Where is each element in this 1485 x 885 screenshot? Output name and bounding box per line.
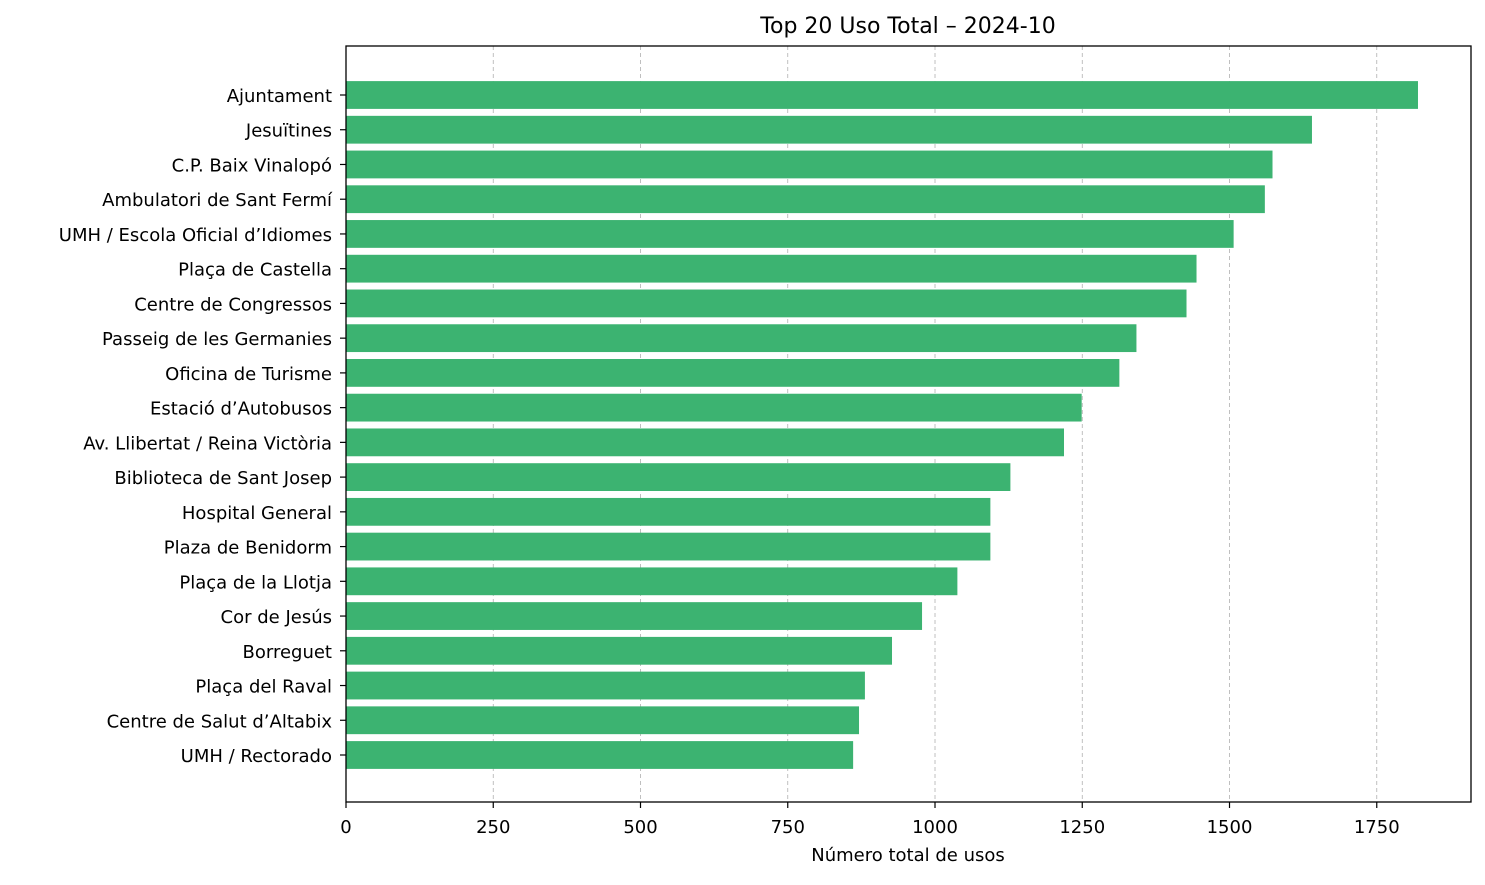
bar xyxy=(346,289,1187,318)
bar xyxy=(346,706,860,735)
bar xyxy=(346,741,854,769)
bar xyxy=(346,497,991,526)
bar xyxy=(346,324,1137,353)
y-tick-label: UMH / Rectorado xyxy=(181,746,332,767)
y-tick-label: Borreguet xyxy=(243,642,333,663)
bar xyxy=(346,428,1064,457)
x-tick-label: 750 xyxy=(771,817,805,838)
bar xyxy=(346,359,1120,387)
bar xyxy=(346,636,893,665)
bar xyxy=(346,602,923,630)
bar xyxy=(346,671,865,700)
y-tick-label: Ambulatori de Sant Fermí xyxy=(102,190,333,211)
x-tick-label: 1250 xyxy=(1059,817,1105,838)
y-tick-label: Ajuntament xyxy=(227,86,332,107)
x-axis-ticks: 0 250 500 750 1000 1250 1500 1750 xyxy=(340,802,1400,838)
x-tick-label: 500 xyxy=(623,817,657,838)
x-axis-label: Número total de usos xyxy=(811,845,1005,866)
bar xyxy=(346,393,1082,422)
bar xyxy=(346,81,1418,109)
x-tick-label: 1500 xyxy=(1207,817,1253,838)
y-tick-label: Jesuïtines xyxy=(245,121,332,142)
bar xyxy=(346,254,1197,283)
y-tick-label: Centre de Congressos xyxy=(134,294,332,315)
y-tick-label: Plaça de la Llotja xyxy=(179,572,332,593)
y-tick-label: Estació d’Autobusos xyxy=(150,399,332,420)
y-tick-label: Centre de Salut d’Altabix xyxy=(107,711,333,732)
bar xyxy=(346,220,1234,248)
y-tick-label: UMH / Escola Oficial d’Idiomes xyxy=(59,225,332,246)
x-tick-label: 0 xyxy=(340,817,351,838)
bar xyxy=(346,115,1312,144)
y-tick-label: C.P. Baix Vinalopó xyxy=(172,155,332,176)
y-tick-label: Hospital General xyxy=(182,503,332,524)
bar xyxy=(346,567,958,596)
y-tick-label: Plaça del Raval xyxy=(195,677,332,698)
bar xyxy=(346,185,1265,214)
y-tick-label: Biblioteca de Sant Josep xyxy=(114,468,332,489)
y-tick-label: Av. Llibertat / Reina Victòria xyxy=(83,433,332,454)
y-axis-ticks: Ajuntament Jesuïtines C.P. Baix Vinalopó Am… xyxy=(59,86,346,767)
y-tick-label: Cor de Jesús xyxy=(221,607,332,628)
y-tick-label: Plaça de Castella xyxy=(178,260,332,281)
y-tick-label: Plaza de Benidorm xyxy=(164,538,332,559)
bar xyxy=(346,150,1273,179)
y-tick-label: Passeig de les Germanies xyxy=(102,329,332,350)
bar xyxy=(346,463,1011,491)
x-tick-label: 250 xyxy=(476,817,510,838)
bars xyxy=(346,81,1418,769)
x-tick-label: 1000 xyxy=(912,817,958,838)
x-tick-label: 1750 xyxy=(1354,817,1400,838)
bar xyxy=(346,532,991,561)
y-tick-label: Oficina de Turisme xyxy=(165,364,332,385)
plot-frame xyxy=(345,45,1472,803)
chart-title: Top 20 Uso Total – 2024-10 xyxy=(759,14,1055,39)
